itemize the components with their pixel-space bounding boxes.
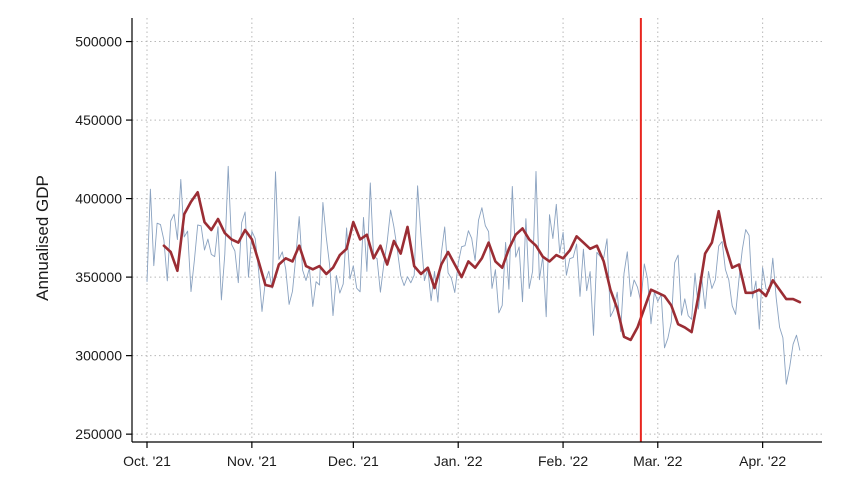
y-axis-title: Annualised GDP [33,175,52,301]
y-tick-label: 250000 [75,426,122,442]
grid-layer [132,18,822,442]
x-tick-label: Jan. '22 [434,453,483,469]
weekly-average-series-line [162,191,802,342]
x-tick-label: Apr. '22 [739,453,786,469]
series-layer [146,165,802,385]
axis-layer: 250000 300000 350000 400000 450000 500000 Oct.… [75,18,822,469]
y-tick-label: 500000 [75,34,122,50]
y-tick-label: 350000 [75,269,122,285]
y-tick-label: 300000 [75,348,122,364]
x-tick-label: Oct. '21 [123,453,171,469]
x-tick-label: Dec. '21 [328,453,379,469]
x-tick-label: Nov. '21 [227,453,277,469]
y-tick-label: 400000 [75,191,122,207]
daily-series-line [146,165,801,385]
x-tick-label: Mar. '22 [633,453,683,469]
y-tick-label: 450000 [75,112,122,128]
x-tick-label: Feb. '22 [538,453,588,469]
